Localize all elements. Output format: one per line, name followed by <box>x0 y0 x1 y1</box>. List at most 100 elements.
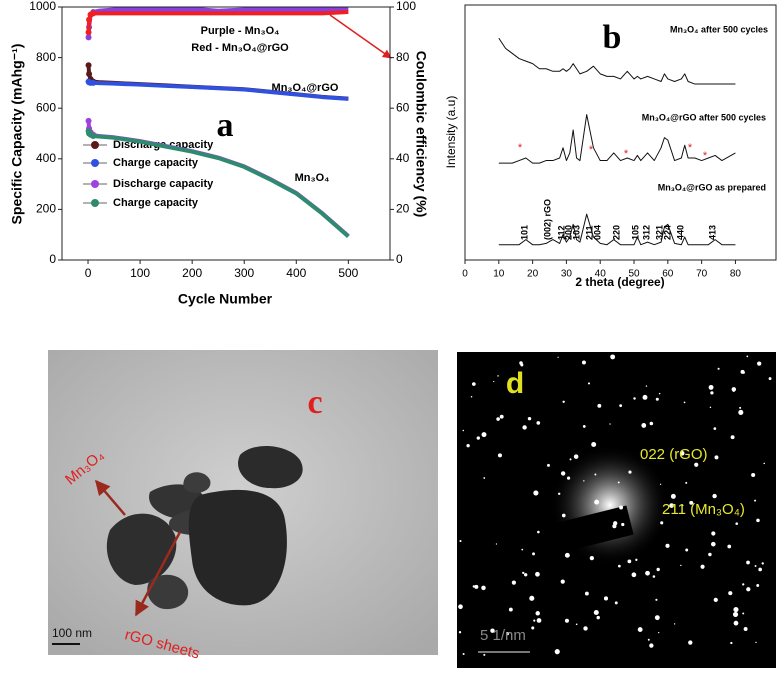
diffraction-spot <box>733 606 739 613</box>
diffraction-spot <box>740 369 745 374</box>
diffraction-spot <box>596 615 600 620</box>
peak-label: 224 <box>662 225 672 240</box>
diffraction-spot <box>645 385 648 387</box>
diffraction-spot <box>519 361 523 365</box>
data-point <box>86 16 93 23</box>
data-point <box>85 34 92 41</box>
diffraction-spot <box>627 559 632 564</box>
diffraction-spot <box>755 641 757 644</box>
diffraction-spot <box>711 531 716 536</box>
diffraction-spot <box>709 406 712 409</box>
diffraction-spot <box>710 391 714 395</box>
diffraction-spot <box>458 604 463 610</box>
diffraction-spot <box>466 443 470 448</box>
diffraction-spot <box>512 378 515 381</box>
diffraction-spot <box>483 477 486 479</box>
y2-tick-label: 80 <box>396 50 410 64</box>
diffraction-spot <box>537 530 540 534</box>
diffraction-image <box>457 352 776 668</box>
y-axis-label: Specific Capacity (mAhg⁻¹) <box>9 44 25 225</box>
diffraction-spot <box>685 481 688 484</box>
diffraction-spot <box>680 564 682 567</box>
diffraction-spot <box>505 632 510 636</box>
diffraction-spot <box>619 505 624 510</box>
diffraction-spot <box>476 436 481 440</box>
diffraction-spot <box>554 649 560 655</box>
peak-label: 112 <box>556 225 566 240</box>
diffraction-spot <box>655 598 658 601</box>
diffraction-spot <box>768 377 772 380</box>
diffraction-spot <box>589 555 595 561</box>
diffraction-spot <box>756 518 760 523</box>
x-tick-label: 500 <box>338 266 358 280</box>
peak-label: 211 <box>584 225 594 240</box>
data-point <box>90 10 97 17</box>
diffraction-spot <box>669 503 674 508</box>
diffraction-spot <box>727 544 732 549</box>
y-tick-label: 0 <box>49 252 56 266</box>
diffraction-spot <box>732 611 739 617</box>
x-axis-label: 2 theta (degree) <box>575 275 664 289</box>
diffraction-spot <box>679 450 685 456</box>
diffraction-spot <box>533 619 536 622</box>
y-tick-label: 800 <box>36 50 56 64</box>
y2-axis-label: Coulombic efficiency (%) <box>413 51 429 217</box>
peak-label: 312 <box>641 225 651 240</box>
series-label: Mn₃O₄@rGO after 500 cycles <box>642 112 766 122</box>
diffraction-spot <box>742 583 745 586</box>
x-tick-label: 10 <box>493 269 505 280</box>
data-line <box>498 114 736 164</box>
y2-tick-label: 20 <box>396 202 410 216</box>
annotation: Mn₃O₄ <box>295 172 330 184</box>
diffraction-spot <box>688 640 693 645</box>
legend-marker <box>91 141 99 149</box>
diffraction-spot <box>746 560 750 565</box>
diffraction-spot <box>471 382 476 386</box>
diffraction-spot <box>654 615 660 621</box>
diffraction-spot <box>536 618 542 623</box>
diffraction-spot <box>462 652 465 656</box>
diffraction-spot <box>708 552 712 557</box>
impurity-mark: * <box>589 144 594 156</box>
diffraction-spot <box>575 623 578 626</box>
panel-label: b <box>603 19 622 56</box>
diffraction-spot <box>535 611 540 616</box>
peak-label: 101 <box>519 225 529 240</box>
diffraction-spot <box>757 361 762 366</box>
diffraction-spot <box>761 562 764 565</box>
diffraction-spot <box>532 552 536 556</box>
scale-bar-label: 100 nm <box>52 626 92 640</box>
data-line <box>498 213 736 246</box>
diffraction-spot <box>511 580 516 585</box>
diffraction-spot <box>561 513 566 518</box>
peak-label: 105 <box>630 225 640 240</box>
annotation: Mn₃O₄@rGO <box>272 82 339 94</box>
diffraction-spot <box>746 587 751 592</box>
peak-label: 103 <box>571 225 581 240</box>
peak-label: 440 <box>675 225 685 240</box>
data-point <box>90 133 97 140</box>
series-label: Mn₃O₄ after 500 cycles <box>670 24 768 34</box>
diffraction-spot <box>641 423 647 428</box>
diffraction-spot <box>619 404 623 408</box>
diffraction-spot <box>658 631 660 634</box>
diffraction-spot <box>738 409 744 415</box>
diffraction-spot <box>700 564 705 569</box>
y-tick-label: 1000 <box>29 0 56 13</box>
diffraction-spot <box>711 541 716 547</box>
annotation: 211 (Mn₃O₄) <box>662 501 745 518</box>
diffraction-spot <box>728 591 733 596</box>
diffraction-spot <box>603 596 609 601</box>
diffraction-spot <box>660 521 664 525</box>
diffraction-spot <box>637 627 643 633</box>
y-tick-label: 400 <box>36 151 56 165</box>
diffraction-spot <box>694 462 699 467</box>
diffraction-spot <box>533 490 539 496</box>
x-tick-label: 40 <box>595 269 607 280</box>
diffraction-spot <box>712 493 717 499</box>
diffraction-spot <box>633 397 636 400</box>
diffraction-spot <box>493 380 495 383</box>
x-tick-label: 80 <box>730 269 742 280</box>
diffraction-spot <box>751 473 756 478</box>
diffraction-spot <box>481 585 486 591</box>
